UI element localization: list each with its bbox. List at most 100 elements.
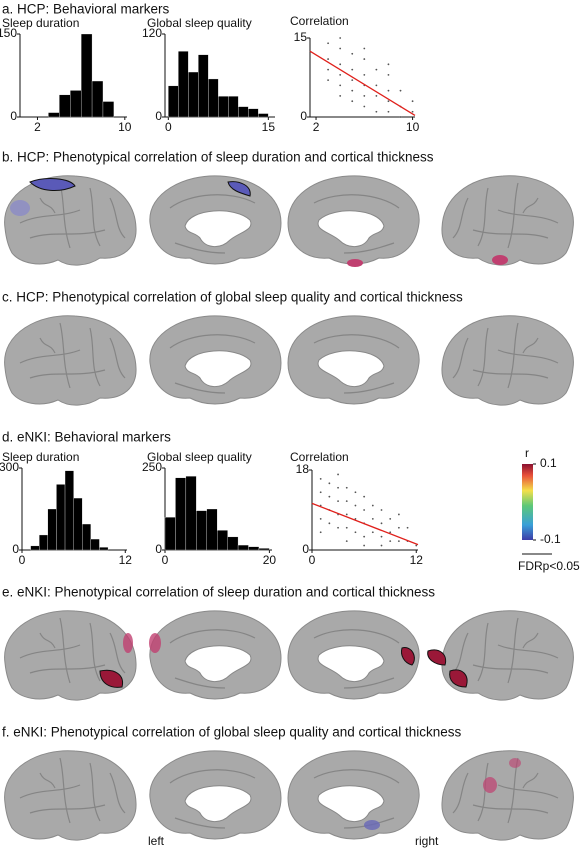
histogram-bar <box>185 476 197 551</box>
brain <box>287 750 420 840</box>
scatter-point <box>345 540 348 543</box>
colorbar-gradient <box>522 464 533 540</box>
chart-title: Global sleep quality <box>147 16 252 30</box>
scatter-point <box>319 477 322 480</box>
histogram-bar <box>102 101 115 118</box>
histogram-bar <box>208 78 219 118</box>
y-tick-label: 0 <box>12 542 19 556</box>
histogram-bar <box>258 548 270 551</box>
chart: Global sleep quality 0 120 0 15 <box>142 16 275 134</box>
y-tick-label: 0 <box>155 542 162 556</box>
scatter-point <box>375 84 378 87</box>
scatter-point <box>354 504 357 507</box>
panel-title: a. HCP: Behavioral markers <box>2 2 170 17</box>
scatter-point <box>387 100 390 103</box>
scatter-point <box>406 526 409 529</box>
y-tick-label: 0 <box>10 109 17 123</box>
histogram-bar <box>198 54 209 118</box>
x-tick-label: 15 <box>262 120 276 134</box>
scatter-point <box>327 79 330 82</box>
histogram-bar <box>206 508 218 551</box>
chart-title: Sleep duration <box>2 16 79 30</box>
scatter-point <box>380 535 383 538</box>
scatter-point <box>345 513 348 516</box>
scatter-point <box>339 37 342 39</box>
effect-patch <box>227 181 251 197</box>
histogram-bar <box>82 523 92 551</box>
y-tick-label: 150 <box>0 26 17 40</box>
scatter-point <box>339 73 342 76</box>
histogram-bar <box>188 71 199 118</box>
scatter-point <box>371 531 374 534</box>
brain <box>149 315 282 405</box>
panel-title: f. eNKI: Phenotypical correlation of glo… <box>2 725 462 740</box>
brain-row <box>3 315 575 406</box>
brain <box>441 175 575 266</box>
histogram-bar <box>248 546 260 551</box>
chart-title: Global sleep quality <box>147 450 252 464</box>
y-tick-label: 0 <box>300 109 307 123</box>
scatter-point <box>387 63 390 66</box>
scatter-point <box>339 84 342 87</box>
scatter-point <box>415 544 418 547</box>
effect-patch <box>364 820 380 830</box>
histogram-bar <box>56 484 66 551</box>
brain <box>3 315 137 406</box>
histogram-bar <box>64 470 74 551</box>
scatter-point <box>389 531 392 534</box>
scatter-point <box>363 47 366 50</box>
effect-patch <box>483 777 497 793</box>
scatter-point <box>363 58 366 60</box>
chart: Global sleep quality 0 250 0 20 <box>142 450 276 567</box>
scatter-point <box>389 517 392 520</box>
scatter-point <box>363 95 366 97</box>
histogram-bar <box>237 544 249 551</box>
y-tick-label: 120 <box>142 26 162 40</box>
brain <box>3 750 137 841</box>
scatter-point <box>345 486 348 489</box>
fit-line <box>311 502 419 546</box>
histogram-bar <box>80 33 93 118</box>
scatter-point <box>328 522 331 525</box>
y-tick-label: 0 <box>155 109 162 123</box>
effect-patch <box>427 649 447 666</box>
effect-patch <box>449 669 468 688</box>
histogram-bar <box>238 106 249 118</box>
histogram-bar <box>164 517 176 551</box>
histogram-bar <box>258 113 269 118</box>
scatter-point <box>339 95 342 97</box>
histogram-bar <box>73 497 83 551</box>
x-tick-label: 0 <box>19 553 26 567</box>
chart: Correlation 0 18 0 12 <box>290 450 423 567</box>
scatter-point <box>337 500 339 503</box>
scatter-point <box>345 500 348 503</box>
y-tick-label: 250 <box>142 460 162 474</box>
x-tick-label: 0 <box>309 553 316 567</box>
scatter-point <box>380 544 383 547</box>
scatter-point <box>337 473 339 476</box>
x-tick-label: 10 <box>118 120 132 134</box>
scatter-point <box>399 116 402 118</box>
histogram-bar <box>70 90 82 118</box>
scatter-point <box>387 89 390 92</box>
brain <box>149 175 282 265</box>
histogram-bar <box>91 80 104 118</box>
scatter-point <box>399 89 402 92</box>
panel-title: e. eNKI: Phenotypical correlation of sle… <box>2 585 435 600</box>
scatter-point <box>363 73 366 76</box>
histogram-bar <box>99 547 109 551</box>
chart: Sleep duration 0 150 2 10 <box>0 16 132 134</box>
scatter-point <box>351 52 354 55</box>
scatter-point <box>351 100 354 103</box>
colorbar-tick-label: -0.1 <box>540 532 561 546</box>
histogram-bar <box>227 536 239 551</box>
panel-title: c. HCP: Phenotypical correlation of glob… <box>2 290 463 305</box>
scatter-point <box>411 100 414 103</box>
brain-row <box>3 750 575 841</box>
effect-patch <box>492 255 508 265</box>
brain-row <box>3 610 575 701</box>
histogram-bar <box>168 85 179 118</box>
hemisphere-label: left <box>148 834 165 848</box>
chart-title: Sleep duration <box>2 450 79 464</box>
histogram-bar <box>47 508 57 551</box>
